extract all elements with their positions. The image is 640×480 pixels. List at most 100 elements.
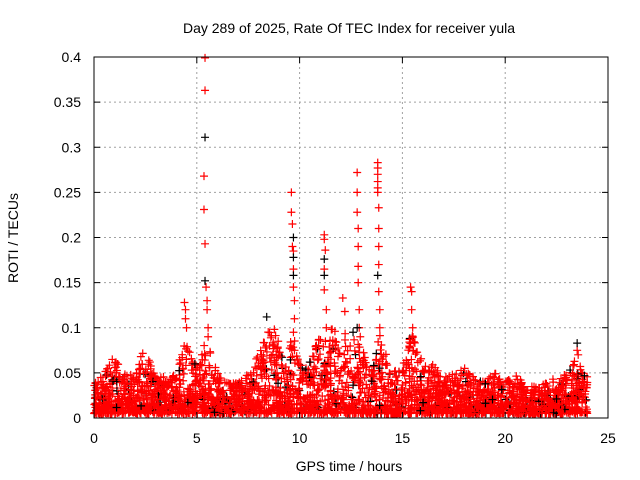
baseline-point xyxy=(161,389,170,398)
baseline-point xyxy=(290,404,299,413)
baseline-point xyxy=(525,409,534,418)
baseline-point xyxy=(484,388,493,397)
baseline-point xyxy=(260,384,269,393)
x-tick-label: 25 xyxy=(600,430,616,446)
baseline-point xyxy=(558,391,567,400)
baseline-point xyxy=(421,409,430,418)
baseline-point xyxy=(133,409,142,418)
baseline-point xyxy=(509,383,518,392)
red-point xyxy=(322,305,331,314)
red-point xyxy=(201,53,210,62)
baseline-point xyxy=(439,382,448,391)
baseline-point xyxy=(187,354,196,363)
baseline-point xyxy=(428,382,437,391)
baseline-point xyxy=(309,352,318,361)
baseline-point xyxy=(521,396,530,405)
baseline-point xyxy=(138,360,147,369)
x-tick-label: 20 xyxy=(497,430,513,446)
baseline-point xyxy=(380,381,389,390)
baseline-point xyxy=(311,342,320,351)
baseline-point xyxy=(137,388,146,397)
x-tick-label: 5 xyxy=(193,430,201,446)
baseline-point xyxy=(101,372,110,381)
baseline-point xyxy=(273,343,282,352)
baseline-point xyxy=(320,403,329,412)
baseline-point xyxy=(166,403,175,412)
baseline-point xyxy=(274,379,283,388)
baseline-point xyxy=(493,380,502,389)
baseline-point xyxy=(550,391,559,400)
baseline-point xyxy=(198,402,207,411)
baseline-point xyxy=(449,381,458,390)
baseline-point xyxy=(239,403,248,412)
baseline-point xyxy=(502,398,511,407)
baseline-point xyxy=(407,363,416,372)
baseline-point xyxy=(95,398,104,407)
baseline-point xyxy=(274,389,283,398)
baseline-point xyxy=(457,394,466,403)
baseline-point xyxy=(325,342,334,351)
baseline-point xyxy=(357,388,366,397)
baseline-point xyxy=(528,398,537,407)
baseline-point xyxy=(113,405,122,414)
baseline-point xyxy=(369,372,378,381)
baseline-point xyxy=(326,387,335,396)
baseline-point xyxy=(346,342,355,351)
baseline-point xyxy=(381,361,390,370)
baseline-point xyxy=(345,401,354,410)
baseline-point xyxy=(193,376,202,385)
baseline-point xyxy=(103,382,112,391)
baseline-point xyxy=(362,380,371,389)
baseline-point xyxy=(432,368,441,377)
red-point xyxy=(354,262,363,271)
baseline-point xyxy=(440,388,449,397)
baseline-point xyxy=(336,398,345,407)
baseline-point xyxy=(274,407,283,416)
baseline-point xyxy=(256,400,265,409)
baseline-point xyxy=(272,396,281,405)
baseline-point xyxy=(433,392,442,401)
baseline-point xyxy=(354,395,363,404)
baseline-point xyxy=(327,404,336,413)
baseline-point xyxy=(460,364,469,373)
baseline-point xyxy=(512,372,521,381)
baseline-point xyxy=(308,390,317,399)
red-point xyxy=(353,168,362,177)
baseline-point xyxy=(123,379,132,388)
baseline-point xyxy=(120,370,129,379)
baseline-point xyxy=(330,359,339,368)
baseline-point xyxy=(294,392,303,401)
red-point xyxy=(182,323,191,332)
baseline-point xyxy=(133,375,142,384)
baseline-point xyxy=(362,370,371,379)
baseline-point xyxy=(269,401,278,410)
baseline-point xyxy=(270,341,279,350)
baseline-point xyxy=(402,361,411,370)
baseline-point xyxy=(427,401,436,410)
baseline-point xyxy=(190,359,199,368)
baseline-point xyxy=(293,356,302,365)
baseline-point xyxy=(207,384,216,393)
baseline-point xyxy=(421,387,430,396)
baseline-point xyxy=(264,374,273,383)
baseline-point xyxy=(438,390,447,399)
baseline-point xyxy=(200,341,209,350)
baseline-point xyxy=(291,385,300,394)
baseline-point xyxy=(556,374,565,383)
baseline-point xyxy=(315,385,324,394)
baseline-point xyxy=(175,366,184,375)
baseline-point xyxy=(153,375,162,384)
baseline-point xyxy=(527,389,536,398)
baseline-point xyxy=(203,395,212,404)
baseline-point xyxy=(344,383,353,392)
baseline-point xyxy=(136,364,145,373)
baseline-point xyxy=(332,338,341,347)
baseline-point xyxy=(267,365,276,374)
baseline-point xyxy=(330,327,339,336)
baseline-point xyxy=(408,372,417,381)
baseline-point xyxy=(110,363,119,372)
y-tick-label: 0.4 xyxy=(62,49,82,65)
baseline-point xyxy=(488,395,497,404)
baseline-point xyxy=(211,366,220,375)
red-point xyxy=(287,208,296,217)
